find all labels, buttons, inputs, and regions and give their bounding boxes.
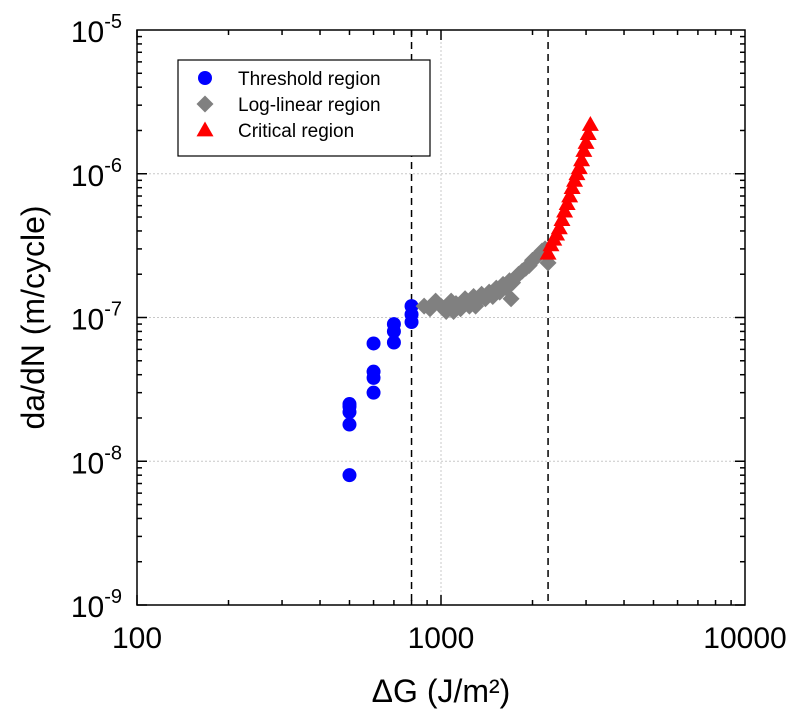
data-point xyxy=(553,211,571,226)
y-tick-label: 10-7 xyxy=(71,299,122,337)
data-point xyxy=(342,417,357,432)
data-point xyxy=(556,202,574,218)
axis-ticks xyxy=(136,30,745,606)
data-point xyxy=(558,195,576,210)
legend: Threshold region Log-linear region Critica… xyxy=(177,59,431,157)
data-point xyxy=(467,297,485,315)
y-axis-label: da/dN (m/cycle) xyxy=(15,205,51,429)
legend-label: Threshold region xyxy=(238,69,381,90)
data-point xyxy=(577,133,595,149)
data-point xyxy=(539,244,557,260)
data-point xyxy=(386,335,401,350)
grid-lines xyxy=(137,30,745,605)
y-tick-label: 10-6 xyxy=(71,155,122,193)
x-axis-label: ΔG (J/m²) xyxy=(372,673,511,709)
data-point xyxy=(486,285,504,303)
x-tick-label: 1000 xyxy=(408,622,475,655)
data-point xyxy=(581,116,599,131)
data-point xyxy=(366,336,381,351)
x-tick-label: 100 xyxy=(112,622,162,655)
data-point xyxy=(404,299,419,314)
y-tick-label: 10-5 xyxy=(71,11,122,49)
data-point xyxy=(550,219,568,235)
data-point xyxy=(366,364,381,379)
y-tick-label: 10-8 xyxy=(71,442,122,480)
data-points xyxy=(342,116,599,483)
tick-labels: 100 1000 10000 10-9 10-8 10-7 10-6 10-5 xyxy=(71,11,787,655)
legend-marker xyxy=(196,95,214,113)
data-point xyxy=(573,151,591,167)
data-point xyxy=(386,317,401,332)
legend-label: Log-linear region xyxy=(238,95,381,116)
data-point xyxy=(561,187,579,203)
data-point xyxy=(445,303,463,321)
legend-marker xyxy=(198,71,212,85)
data-point xyxy=(575,142,593,157)
data-point xyxy=(579,125,597,141)
region-boundaries xyxy=(410,30,549,605)
data-point xyxy=(570,159,588,175)
legend-box xyxy=(177,59,431,157)
data-point xyxy=(342,397,357,412)
legend-label: Critical region xyxy=(238,121,354,142)
data-point xyxy=(342,468,357,483)
x-tick-label: 10000 xyxy=(703,622,786,655)
data-point xyxy=(366,385,381,400)
data-point xyxy=(502,290,520,308)
y-tick-label: 10-9 xyxy=(71,586,122,624)
legend-marker xyxy=(196,121,214,137)
